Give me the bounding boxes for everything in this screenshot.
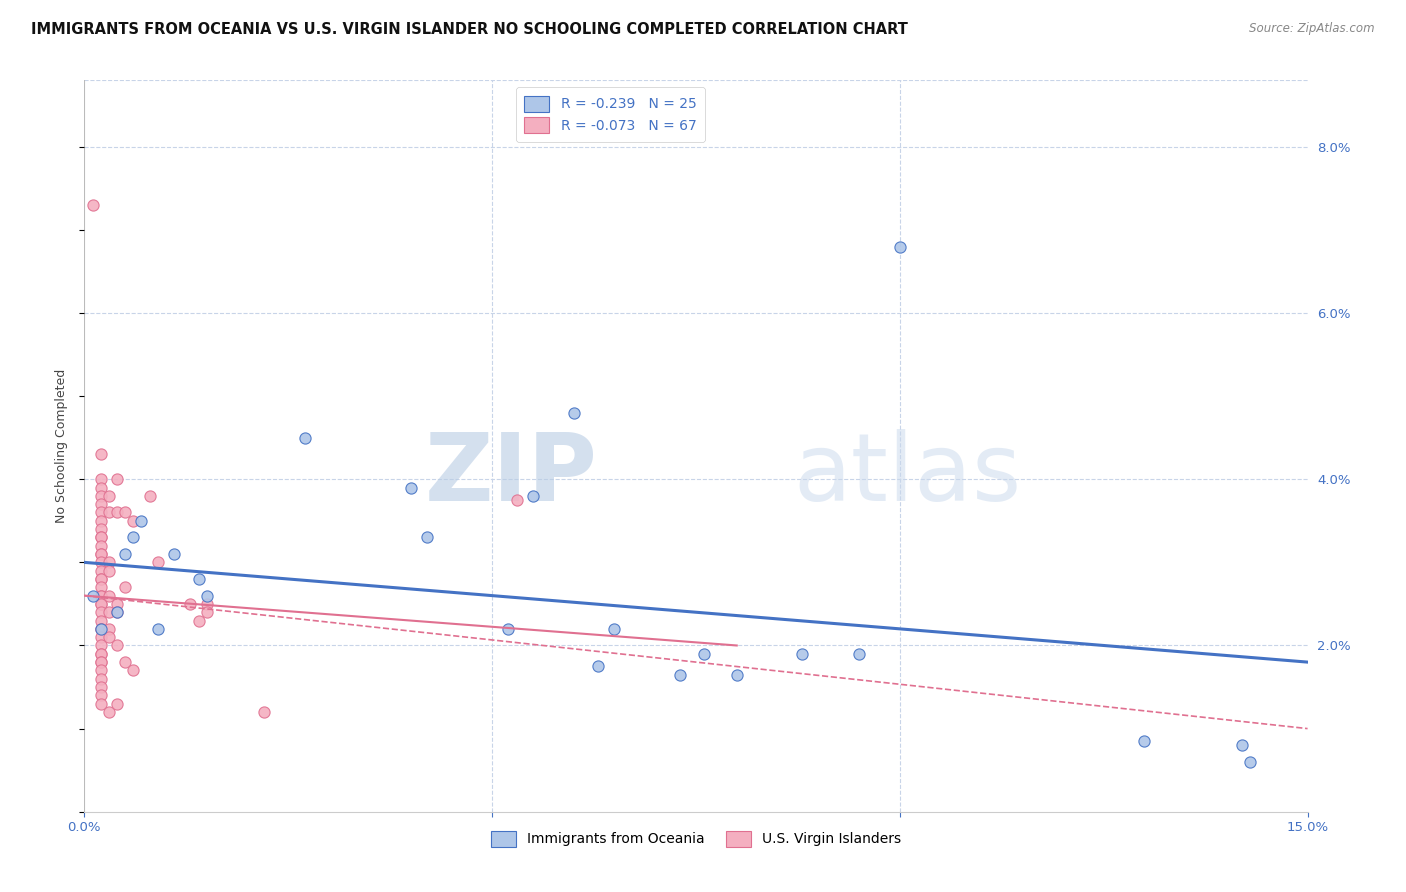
Point <box>1232 738 1254 752</box>
Point <box>90 622 112 636</box>
Point <box>90 547 112 561</box>
Point <box>90 614 112 628</box>
Point <box>82 589 104 603</box>
Point <box>562 406 585 420</box>
Point <box>90 655 112 669</box>
Point <box>105 605 128 619</box>
Point <box>97 705 120 719</box>
Point <box>90 572 112 586</box>
Point <box>90 697 112 711</box>
Point <box>90 672 112 686</box>
Point <box>105 597 128 611</box>
Point <box>195 589 218 603</box>
Point <box>253 705 276 719</box>
Point <box>90 522 112 536</box>
Point <box>90 689 112 703</box>
Point <box>90 589 112 603</box>
Point <box>790 647 813 661</box>
Point <box>90 664 112 678</box>
Point <box>498 622 520 636</box>
Point <box>105 506 128 520</box>
Point <box>90 605 112 619</box>
Text: Source: ZipAtlas.com: Source: ZipAtlas.com <box>1250 22 1375 36</box>
Point <box>187 614 209 628</box>
Point <box>146 555 169 569</box>
Point <box>105 697 128 711</box>
Point <box>114 655 136 669</box>
Text: atlas: atlas <box>794 429 1022 521</box>
Point <box>131 514 153 528</box>
Point <box>668 667 690 681</box>
Point <box>1133 734 1156 748</box>
Point <box>97 605 120 619</box>
Point <box>416 530 439 544</box>
Point <box>90 555 112 569</box>
Text: ZIP: ZIP <box>425 429 598 521</box>
Point <box>97 589 120 603</box>
Point <box>138 489 160 503</box>
Point <box>889 239 911 253</box>
Point <box>90 514 112 528</box>
Point <box>97 630 120 644</box>
Point <box>90 589 112 603</box>
Point <box>90 680 112 694</box>
Text: IMMIGRANTS FROM OCEANIA VS U.S. VIRGIN ISLANDER NO SCHOOLING COMPLETED CORRELATI: IMMIGRANTS FROM OCEANIA VS U.S. VIRGIN I… <box>31 22 908 37</box>
Point <box>90 564 112 578</box>
Point <box>586 659 609 673</box>
Point <box>105 472 128 486</box>
Point <box>90 655 112 669</box>
Point <box>163 547 186 561</box>
Point <box>90 647 112 661</box>
Point <box>114 547 136 561</box>
Point <box>122 514 145 528</box>
Point <box>90 506 112 520</box>
Point <box>90 489 112 503</box>
Point <box>848 647 870 661</box>
Point <box>90 572 112 586</box>
Point <box>693 647 716 661</box>
Point <box>97 506 120 520</box>
Point <box>90 639 112 653</box>
Point <box>97 622 120 636</box>
Point <box>195 605 218 619</box>
Point <box>505 493 527 508</box>
Point <box>399 481 422 495</box>
Point <box>1239 755 1261 769</box>
Point <box>90 547 112 561</box>
Point <box>90 497 112 511</box>
Point <box>90 580 112 594</box>
Point <box>90 622 112 636</box>
Point <box>122 664 145 678</box>
Point <box>725 667 748 681</box>
Point <box>522 489 544 503</box>
Point <box>97 555 120 569</box>
Point <box>90 447 112 461</box>
Point <box>90 597 112 611</box>
Point <box>90 481 112 495</box>
Point <box>90 539 112 553</box>
Point <box>146 622 169 636</box>
Point <box>294 431 316 445</box>
Point <box>90 630 112 644</box>
Point <box>179 597 201 611</box>
Point <box>97 564 120 578</box>
Point <box>90 530 112 544</box>
Point <box>90 647 112 661</box>
Point <box>90 622 112 636</box>
Point <box>90 530 112 544</box>
Point <box>90 472 112 486</box>
Point <box>603 622 626 636</box>
Legend: Immigrants from Oceania, U.S. Virgin Islanders: Immigrants from Oceania, U.S. Virgin Isl… <box>485 825 907 853</box>
Point <box>105 605 128 619</box>
Point <box>82 198 104 212</box>
Point <box>114 506 136 520</box>
Point <box>90 597 112 611</box>
Point <box>187 572 209 586</box>
Point <box>122 530 145 544</box>
Y-axis label: No Schooling Completed: No Schooling Completed <box>55 369 69 523</box>
Point <box>114 580 136 594</box>
Point <box>195 597 218 611</box>
Point <box>97 489 120 503</box>
Point <box>105 639 128 653</box>
